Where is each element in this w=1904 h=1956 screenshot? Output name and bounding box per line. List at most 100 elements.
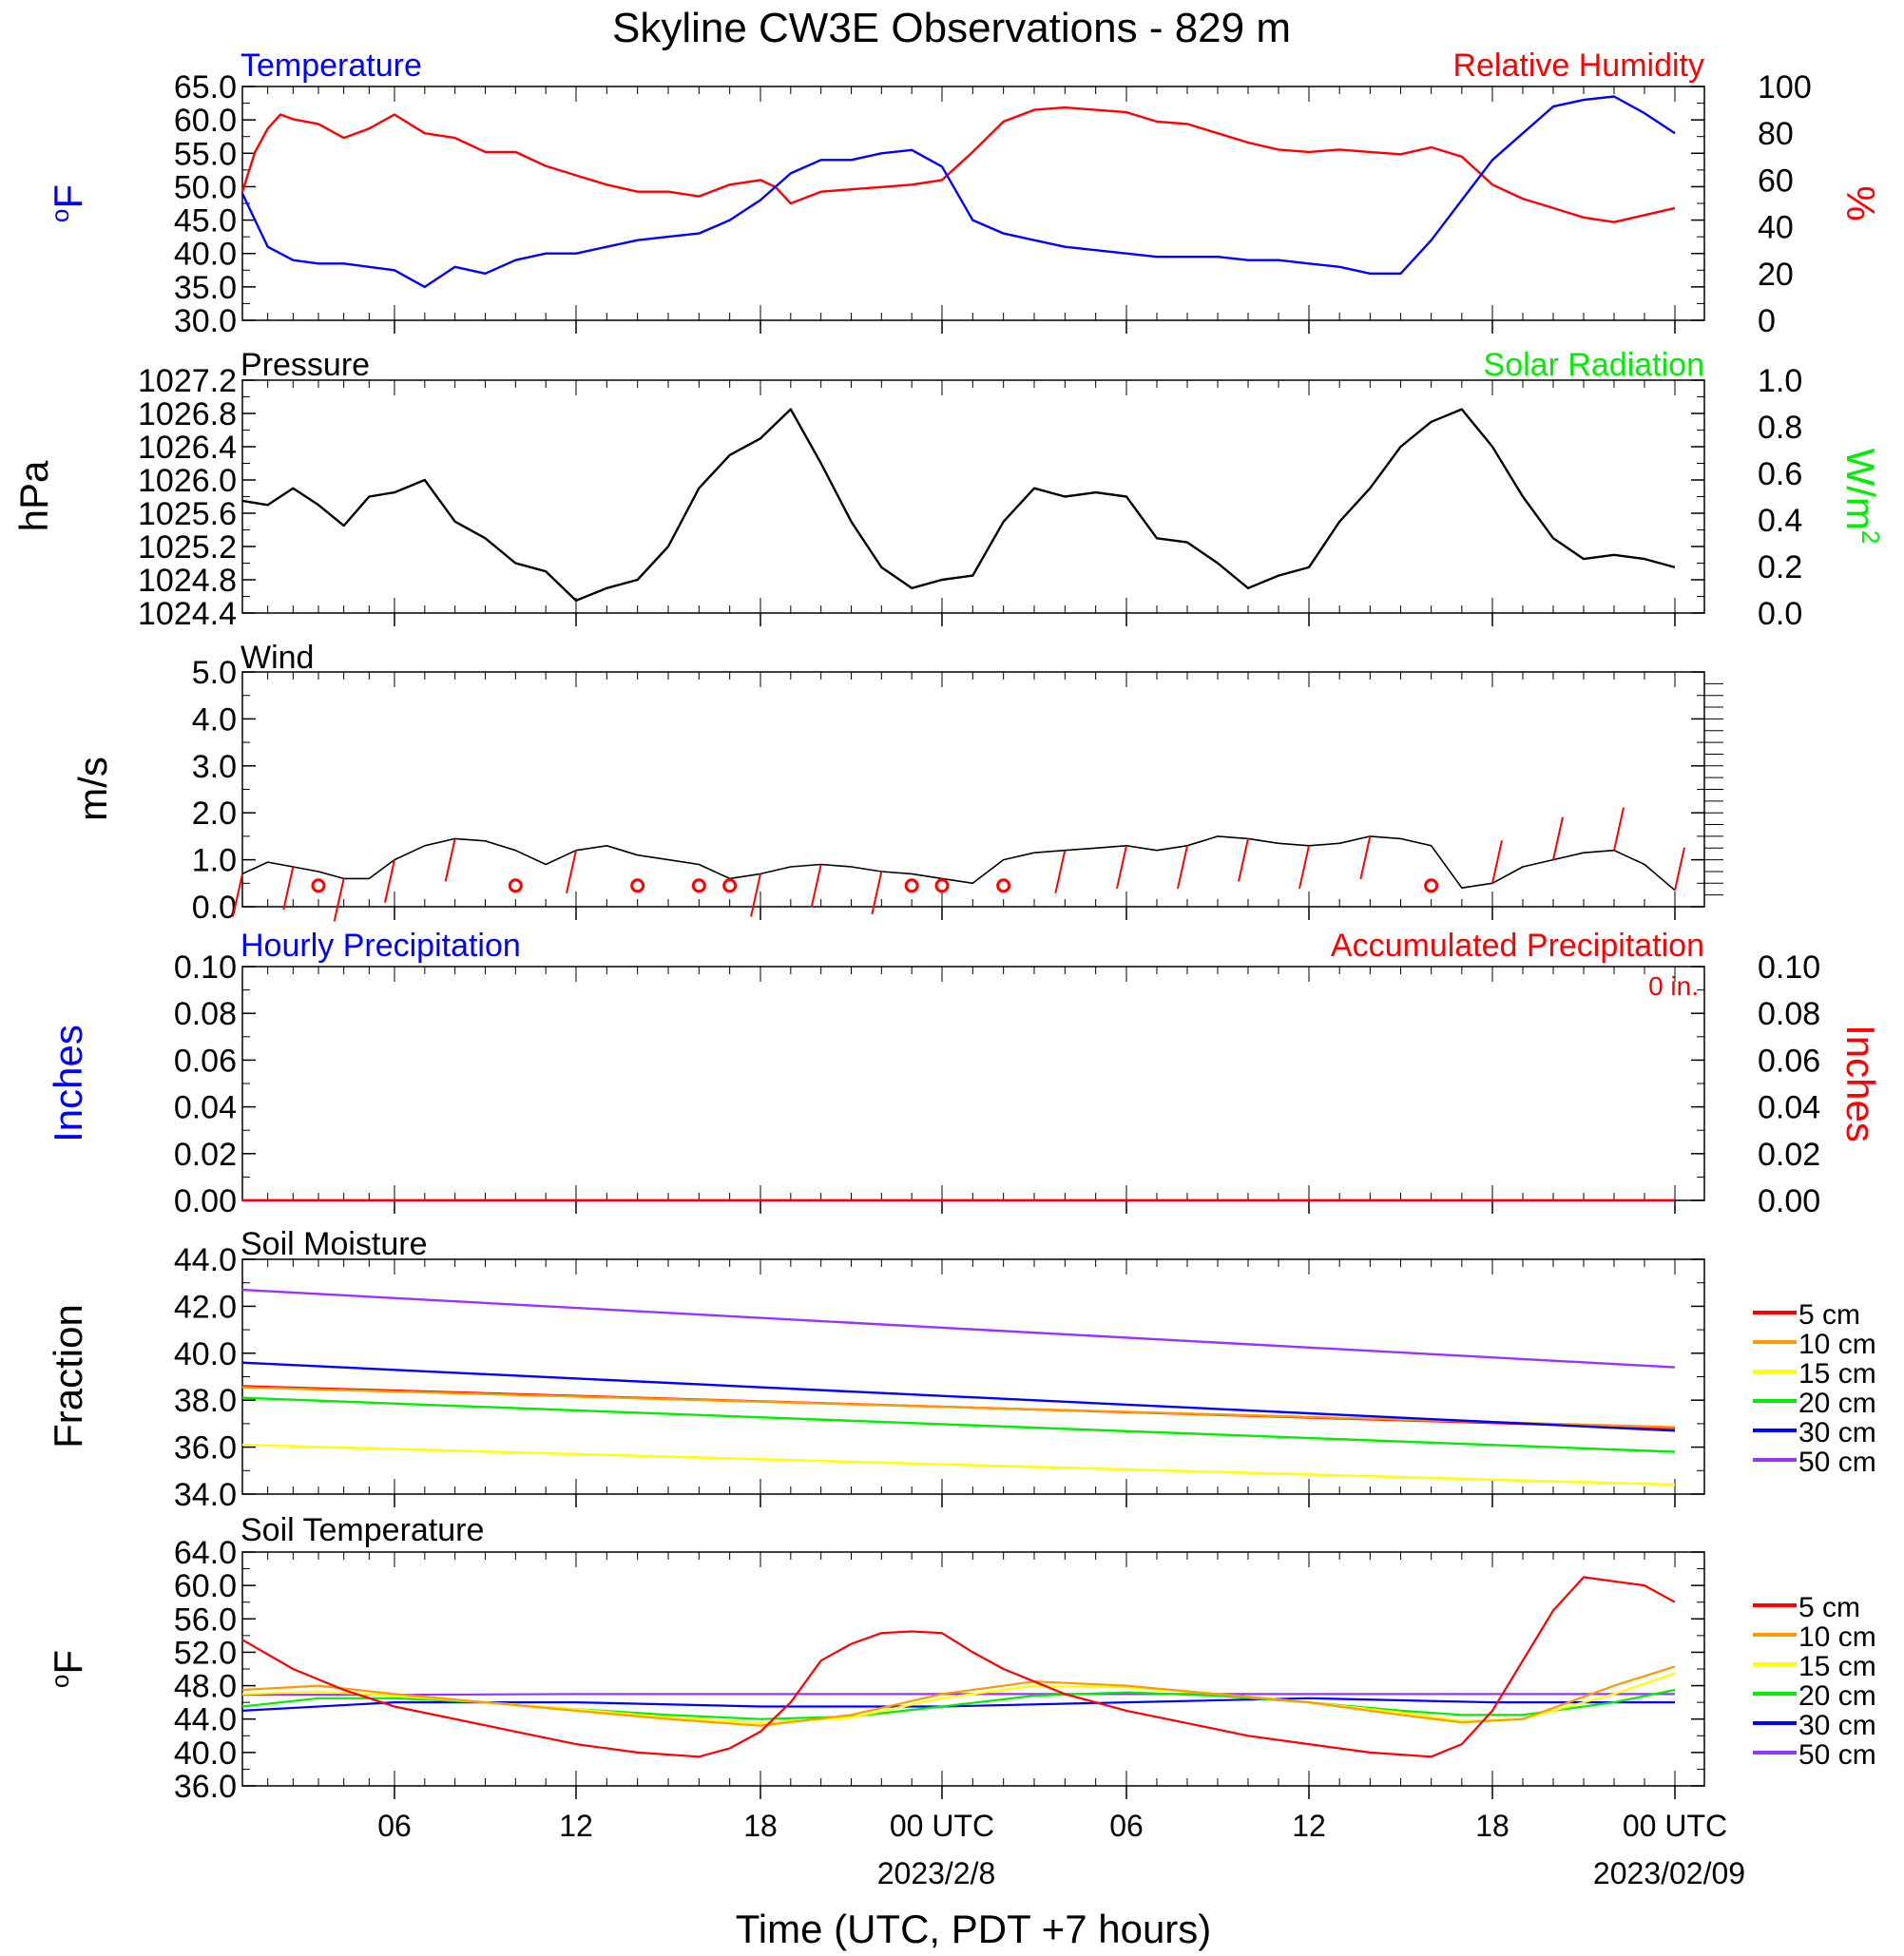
wind-barb: [750, 873, 761, 917]
series-line-soil-moisture-30cm: [241, 1361, 1676, 1432]
series-line-soil-moisture-50cm: [241, 1288, 1676, 1369]
plot-frame: [241, 671, 1705, 908]
wind-barb: [384, 859, 395, 903]
y-right-tick-label: 0.8: [1758, 410, 1802, 446]
y-axis-label-solar: W/m2: [1838, 449, 1885, 545]
calm-wind-marker: [691, 878, 706, 893]
y-right-tick-label: 40: [1758, 210, 1794, 246]
calm-wind-marker: [1424, 878, 1439, 893]
series-line-soil-temp-10cm: [241, 1665, 1676, 1727]
y-axis-right-ticks: 100 80 60 40 20 0: [1758, 69, 1812, 339]
legend-label: 20 cm: [1798, 1680, 1876, 1712]
y-right-tick-label: 0.08: [1758, 996, 1820, 1032]
legend-label: 30 cm: [1798, 1417, 1876, 1448]
series-line-soil-moisture-20cm: [241, 1396, 1676, 1453]
series-line-soil-temp-50cm: [242, 1693, 1675, 1697]
series-group: [241, 1576, 1676, 1758]
y-axis-left-ticks: 44.0 42.0 40.0 38.0 36.0 34.0: [174, 1242, 1704, 1513]
y-tick-label: 52.0: [174, 1635, 237, 1671]
legend-label: 50 cm: [1798, 1739, 1876, 1771]
y-right-tick-label: 20: [1758, 257, 1794, 293]
figure-title: Skyline CW3E Observations - 829 m: [612, 5, 1291, 51]
series-group: [240, 95, 1676, 289]
y-tick-label: 42.0: [174, 1289, 237, 1325]
series-line-humidity: [240, 105, 1676, 223]
y-tick-label: 44.0: [174, 1702, 237, 1738]
y-tick-label: 0.00: [174, 1183, 237, 1219]
legend-label: 15 cm: [1798, 1651, 1876, 1682]
wind-barb: [1298, 845, 1310, 889]
wind-barb: [232, 873, 243, 917]
y-tick-label: 0.04: [174, 1090, 237, 1126]
legend-label: 5 cm: [1798, 1299, 1860, 1331]
panel-pressure: Pressure Solar Radiation 1027.21026.8102…: [11, 347, 1885, 632]
x-axis-ticks: [267, 380, 1676, 626]
y-right-tick-label: 100: [1758, 69, 1812, 105]
legend-label: 10 cm: [1798, 1329, 1876, 1360]
y-right-tick-label: 0.00: [1758, 1183, 1820, 1219]
y-right-tick-label: 80: [1758, 116, 1794, 152]
y-tick-label: 0.08: [174, 996, 237, 1032]
y-axis-label-accum-precip: Inches: [1838, 1025, 1883, 1142]
panel-soil-temperature-title: Soil Temperature: [240, 1512, 484, 1548]
series-group: [232, 807, 1685, 922]
y-right-tick-label: 0.04: [1758, 1090, 1820, 1126]
panel-precipitation: Hourly Precipitation Accumulated Precipi…: [46, 928, 1883, 1219]
panel-soil-temperature: Soil Temperature 64.060.056.052.048.044.…: [46, 1512, 1876, 1805]
calm-wind-marker: [630, 878, 645, 893]
wind-barb: [1116, 845, 1127, 889]
wind-barb: [810, 864, 822, 908]
panel-temperature-title: Temperature: [240, 48, 422, 84]
y-tick-label: 60.0: [174, 103, 237, 139]
panel-humidity-title: Relative Humidity: [1452, 48, 1704, 84]
y-tick-label: 1024.4: [138, 596, 237, 632]
x-axis-label: Time (UTC, PDT +7 hours): [736, 1907, 1212, 1951]
y-tick-label: 50.0: [174, 169, 237, 205]
x-tick-label: 12: [559, 1809, 593, 1843]
series-line-soil-moisture-10cm: [241, 1386, 1676, 1429]
y-tick-label: 1.0: [192, 843, 237, 879]
panel-pressure-title: Pressure: [240, 347, 370, 383]
wind-barb: [444, 838, 456, 882]
plot-frame: [241, 86, 1705, 321]
y-tick-label: 65.0: [174, 69, 237, 105]
x-axis-ticks: [267, 1552, 1676, 1799]
legend-label: 15 cm: [1798, 1358, 1876, 1390]
series-line-pressure: [241, 408, 1676, 603]
wind-barb: [566, 850, 577, 893]
x-tick-label: 00 UTC: [890, 1809, 994, 1843]
y-axis-label-humidity: %: [1838, 185, 1883, 221]
calm-wind-marker: [722, 878, 738, 893]
y-axis-label-fraction: Fraction: [46, 1304, 90, 1448]
wind-barb: [1238, 838, 1249, 882]
y-axis-left-ticks: 65.060.055.050.045.040.035.030.0: [174, 69, 1704, 339]
x-tick-label: 12: [1292, 1809, 1326, 1843]
plot-frame: [241, 379, 1705, 614]
wind-barb: [1674, 847, 1685, 891]
panel-soil-moisture: Soil Moisture 44.0 42.0 40.0 38.0 36.0 34.0 F…: [46, 1226, 1876, 1513]
y-tick-label: 34.0: [174, 1477, 237, 1513]
panel-solar-title: Solar Radiation: [1484, 347, 1704, 383]
y-tick-label: 0.10: [174, 949, 237, 986]
panel-temperature-humidity: Temperature Relative Humidity 65.060.055…: [46, 48, 1883, 339]
panel-soil-moisture-title: Soil Moisture: [240, 1226, 428, 1262]
y-tick-label: 30.0: [174, 303, 237, 339]
y-right-tick-label: 0.10: [1758, 949, 1820, 986]
y-axis-right-ticks: 0.10 0.08 0.06 0.04 0.02 0.00: [1758, 949, 1820, 1219]
wind-barb: [333, 878, 345, 922]
legend-label: 20 cm: [1798, 1388, 1876, 1419]
plot-frame: [241, 966, 1705, 1201]
x-axis-date-1: 2023/2/8: [877, 1856, 996, 1890]
y-tick-label: 4.0: [192, 701, 237, 738]
y-right-tick-label: 0.4: [1758, 503, 1802, 539]
wind-barb: [871, 871, 883, 915]
y-right-tick-label: 0.02: [1758, 1137, 1820, 1173]
y-tick-label: 36.0: [174, 1430, 237, 1467]
x-axis-ticks: [267, 86, 1676, 334]
x-tick-label: 18: [1475, 1809, 1510, 1843]
y-tick-label: 0.0: [192, 890, 237, 926]
y-tick-label: 60.0: [174, 1568, 237, 1604]
y-tick-label: 45.0: [174, 203, 237, 240]
